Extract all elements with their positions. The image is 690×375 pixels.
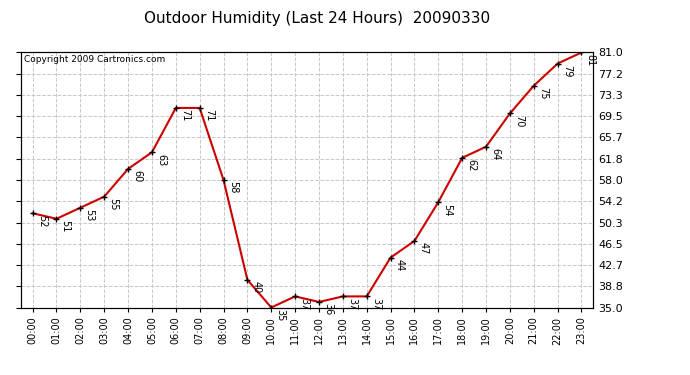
Text: Copyright 2009 Cartronics.com: Copyright 2009 Cartronics.com — [23, 55, 165, 64]
Text: 35: 35 — [275, 309, 286, 321]
Text: 70: 70 — [514, 115, 524, 127]
Text: 81: 81 — [586, 54, 595, 66]
Text: 62: 62 — [466, 159, 476, 172]
Text: 52: 52 — [37, 214, 47, 227]
Text: 37: 37 — [371, 298, 381, 310]
Text: 53: 53 — [84, 209, 95, 222]
Text: 60: 60 — [132, 170, 142, 183]
Text: 79: 79 — [562, 65, 572, 77]
Text: 55: 55 — [108, 198, 119, 210]
Text: 58: 58 — [228, 182, 237, 194]
Text: 40: 40 — [252, 281, 262, 293]
Text: 75: 75 — [538, 87, 548, 100]
Text: 54: 54 — [442, 204, 453, 216]
Text: 64: 64 — [490, 148, 500, 160]
Text: 71: 71 — [204, 110, 214, 122]
Text: 36: 36 — [323, 303, 333, 316]
Text: 51: 51 — [61, 220, 70, 232]
Text: Outdoor Humidity (Last 24 Hours)  20090330: Outdoor Humidity (Last 24 Hours) 2009033… — [144, 11, 491, 26]
Text: 44: 44 — [395, 259, 405, 271]
Text: 37: 37 — [347, 298, 357, 310]
Text: 37: 37 — [299, 298, 309, 310]
Text: 71: 71 — [180, 110, 190, 122]
Text: 63: 63 — [156, 154, 166, 166]
Text: 47: 47 — [419, 242, 428, 255]
